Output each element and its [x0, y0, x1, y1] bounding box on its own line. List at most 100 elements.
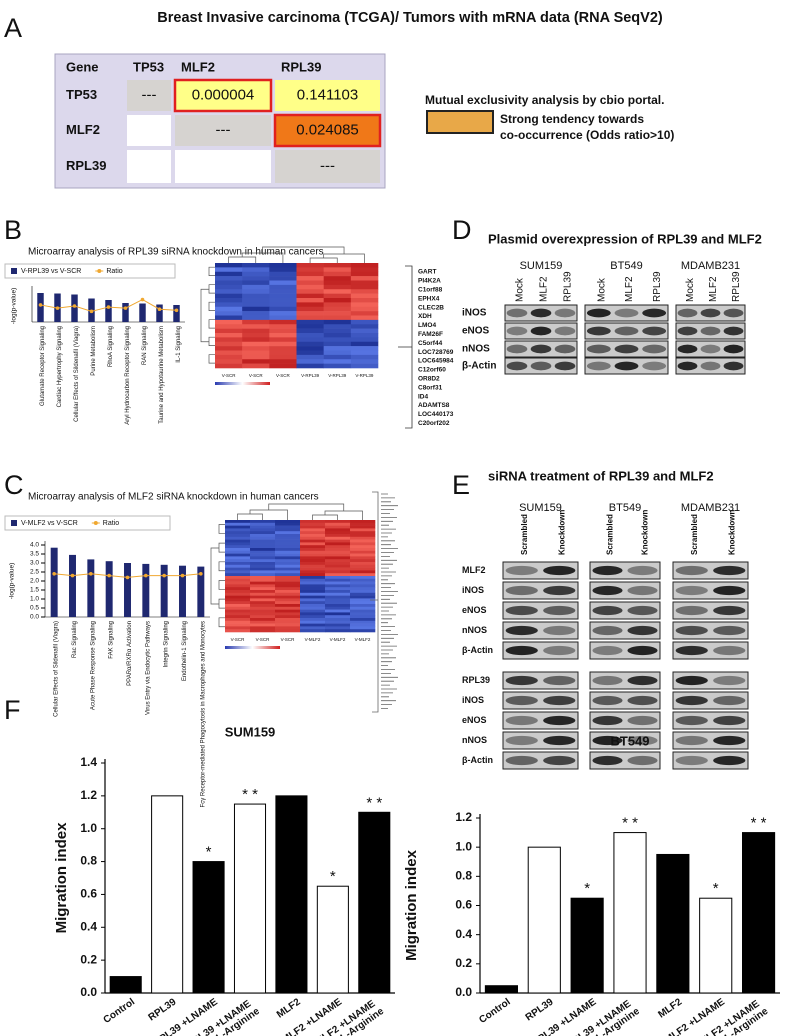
- heatmap-cell: [250, 562, 276, 566]
- heatmap-cell: [350, 559, 376, 563]
- significance-marker: * *: [751, 815, 767, 832]
- panel-letter: A: [4, 13, 22, 43]
- x-tick-label: Glutamate Receptor Signaling: [40, 326, 46, 406]
- heatmap-cell: [250, 615, 276, 619]
- band: [506, 326, 528, 336]
- x-tick-label: Virus Entry via Endocytic Pathways: [145, 621, 151, 715]
- band: [614, 326, 639, 336]
- dendrogram: [200, 266, 215, 364]
- heatmap-cell: [250, 573, 276, 577]
- heatmap-cell: [242, 328, 270, 334]
- band: [592, 565, 623, 576]
- heatmap-cell: [325, 520, 351, 524]
- heatmap-cell: [350, 522, 376, 526]
- band: [627, 695, 658, 706]
- heatmap-cell: [325, 578, 351, 582]
- heatmap-cell: [242, 346, 270, 351]
- heatmap-cell: [296, 311, 324, 316]
- significance-marker: * *: [242, 786, 258, 803]
- heatmap-cell: [225, 595, 251, 599]
- band: [675, 605, 708, 616]
- heatmap-cell: [323, 350, 352, 356]
- x-tick-label: Cellular Effects of Sildenafil (Viagra): [54, 621, 60, 717]
- heatmap-cell: [225, 615, 251, 619]
- heatmap-cell: [323, 354, 352, 360]
- band: [592, 695, 623, 706]
- heatmap-cell: [215, 346, 243, 351]
- band: [506, 308, 528, 318]
- heatmap-cell: [323, 311, 352, 316]
- heatmap-column-label: V-SCR: [281, 637, 296, 642]
- lane-label: Knockdown: [557, 510, 566, 555]
- heatmap-cell: [325, 528, 351, 532]
- band: [543, 605, 576, 616]
- heatmap-cell: [269, 267, 297, 273]
- table-row-header: TP53: [66, 87, 97, 102]
- heatmap-cell: [350, 590, 376, 594]
- ratio-point: [180, 573, 185, 578]
- heatmap-cell: [325, 609, 351, 613]
- heatmap-cell: [325, 567, 351, 571]
- heatmap-cell: [225, 528, 251, 532]
- heatmap-cell: [350, 570, 376, 574]
- bar: [151, 795, 184, 994]
- heatmap-cell: [350, 542, 376, 546]
- heatmap-cell: [225, 626, 251, 630]
- heatmap-cell: [300, 536, 326, 540]
- band: [505, 755, 538, 766]
- heatmap-cell: [275, 601, 301, 605]
- lane-label: MLF2: [539, 276, 550, 302]
- heatmap-cell: [350, 573, 376, 577]
- heatmap-cell: [225, 545, 251, 549]
- band: [675, 565, 708, 576]
- heatmap-cell: [300, 525, 326, 529]
- band: [713, 755, 746, 766]
- band: [713, 625, 746, 636]
- heatmap-cell: [250, 609, 276, 613]
- bar: [699, 897, 733, 994]
- heatmap-cell: [269, 333, 297, 338]
- heatmap-cell: [215, 328, 243, 334]
- ratio-point: [89, 572, 93, 576]
- panel-letter: D: [452, 215, 472, 245]
- heatmap-cell: [275, 567, 301, 571]
- lane-label: Mock: [515, 277, 526, 302]
- heatmap-cell: [215, 271, 243, 277]
- heatmap-cell: [275, 545, 301, 549]
- heatmap-cell: [325, 545, 351, 549]
- heatmap-cell: [325, 623, 351, 627]
- band: [627, 625, 658, 636]
- heatmap-cell: [225, 581, 251, 585]
- heatmap-cell: [275, 584, 301, 588]
- heatmap-cell: [225, 548, 251, 552]
- heatmap-cell: [242, 289, 270, 294]
- heatmap-cell: [215, 311, 243, 316]
- heatmap-cell: [300, 573, 326, 577]
- heatmap-cell: [269, 311, 297, 316]
- gene-label: C8orf31: [418, 384, 443, 391]
- heatmap-cell: [296, 333, 324, 338]
- band: [554, 326, 576, 336]
- ratio-point: [107, 573, 111, 578]
- significance-marker: * *: [366, 794, 382, 811]
- heatmap-cell: [275, 528, 301, 532]
- heatmap-cell: [300, 590, 326, 594]
- band: [700, 361, 721, 371]
- heatmap-cell: [325, 564, 351, 568]
- heatmap-cell: [215, 363, 243, 369]
- table-cell: [175, 150, 271, 183]
- band: [586, 344, 611, 354]
- band: [713, 645, 746, 656]
- heatmap-cell: [350, 319, 379, 325]
- lane-label: RPL39: [563, 271, 574, 302]
- heatmap-cell: [242, 267, 270, 273]
- heatmap-cell: [296, 293, 324, 299]
- gene-label: XDH: [418, 313, 432, 320]
- panel-title: siRNA treatment of RPL39 and MLF2: [488, 468, 714, 483]
- band: [592, 675, 623, 686]
- heatmap-cell: [325, 525, 351, 529]
- heatmap-cell: [300, 584, 326, 588]
- heatmap-cell: [350, 553, 376, 557]
- panel-letter: F: [4, 695, 21, 725]
